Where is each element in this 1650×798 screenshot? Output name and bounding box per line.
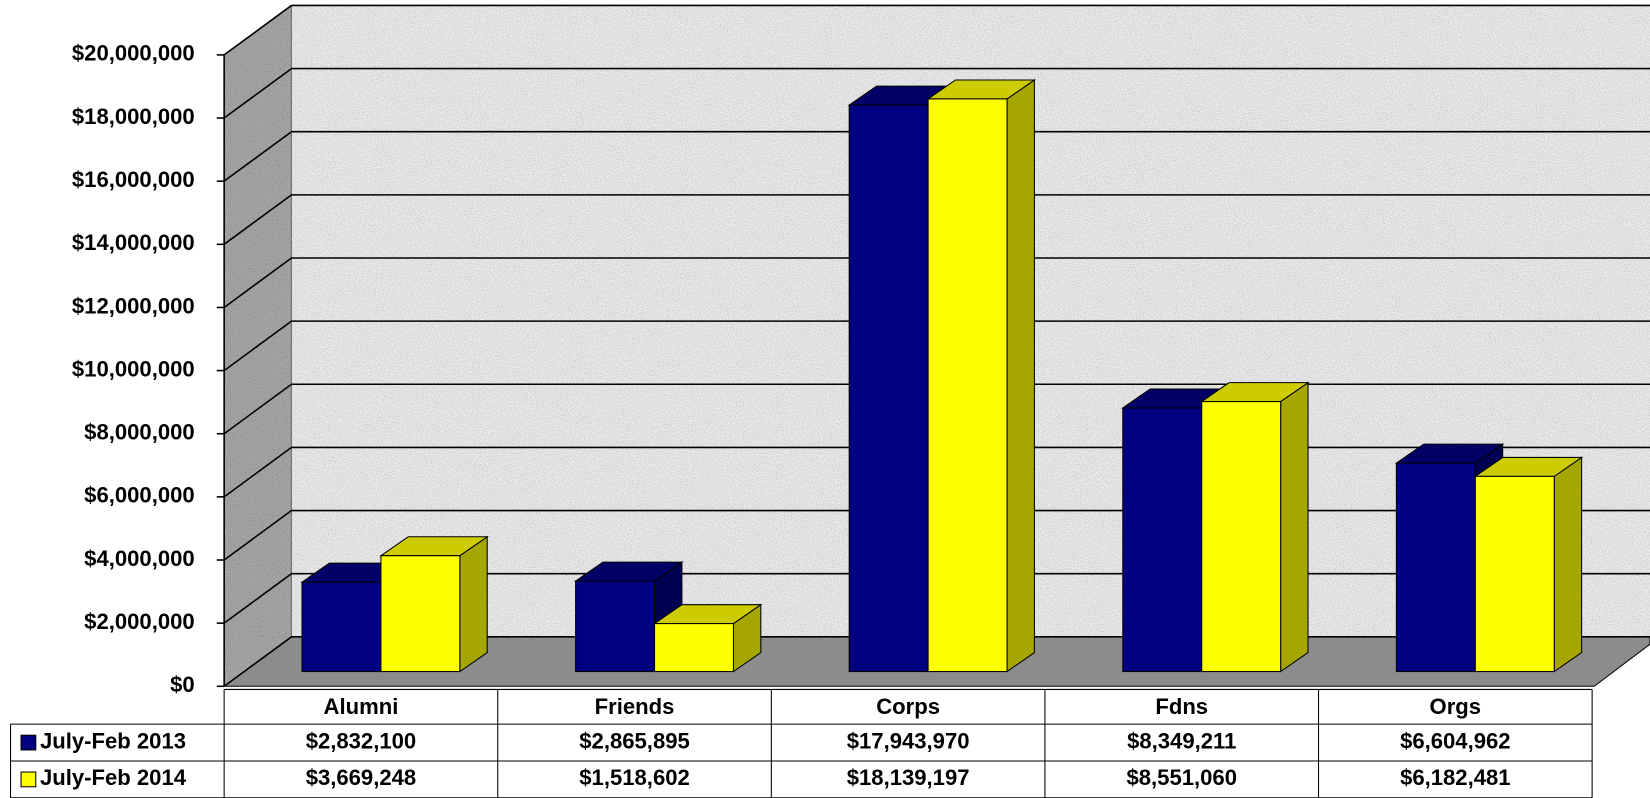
y-tick-label: $8,000,000 [84, 420, 195, 445]
y-tick-label: $12,000,000 [72, 293, 195, 318]
y-tick-label: $18,000,000 [72, 104, 195, 129]
table-value: $6,182,481 [1400, 765, 1511, 790]
grid: $0 $2,000,000 $4,000,000 $6,000,000 $8,000,0… [72, 4, 1650, 697]
data-table: Alumni Friends Corps Fdns Orgs July-Feb 2013 $… [9, 688, 1593, 798]
table-value: $6,604,962 [1400, 728, 1511, 753]
y-tick-label: $20,000,000 [72, 41, 195, 66]
x-tick-label: Corps [876, 694, 940, 719]
bar-side [1280, 381, 1309, 673]
y-tick-label: $0 [170, 672, 195, 697]
y-tick-label: $10,000,000 [72, 356, 195, 381]
bar [848, 104, 929, 673]
bars [300, 78, 1584, 673]
bar-side [459, 535, 488, 673]
table-value: $18,139,197 [847, 765, 970, 790]
legend-label: July-Feb 2014 [40, 765, 187, 790]
bar-side [1006, 78, 1035, 673]
table-value: $8,551,060 [1126, 765, 1237, 790]
grid-line [223, 383, 292, 435]
grid-line [223, 194, 292, 245]
grid-line [223, 320, 292, 372]
x-tick-label: Alumni [324, 694, 399, 719]
grid-line [223, 67, 292, 119]
grid-line [223, 573, 292, 624]
grid-line [223, 4, 292, 56]
bar [380, 555, 461, 673]
bar-side [1553, 456, 1583, 673]
table-value: $1,518,602 [579, 765, 690, 790]
bar [301, 581, 382, 673]
grid-line [223, 446, 292, 498]
bar [1201, 401, 1282, 673]
bar [1395, 462, 1476, 673]
y-tick-label: $14,000,000 [72, 230, 195, 255]
legend-label: July-Feb 2013 [40, 728, 186, 753]
bar [575, 580, 656, 673]
bar [927, 98, 1008, 673]
grid-line [223, 257, 292, 309]
x-tick-label: Friends [595, 694, 675, 719]
bar [1122, 407, 1203, 673]
table-value: $2,865,895 [579, 728, 690, 753]
table-value: $17,943,970 [847, 728, 970, 753]
y-tick-label: $4,000,000 [84, 546, 195, 571]
x-tick-label: Fdns [1155, 694, 1208, 719]
table-value: $8,349,211 [1127, 728, 1236, 753]
y-tick-label: $16,000,000 [72, 167, 195, 192]
legend-swatch [20, 771, 37, 788]
grid-line [223, 636, 292, 687]
y-tick-label: $2,000,000 [84, 609, 195, 634]
table-value: $2,832,100 [306, 728, 417, 753]
grid-line [223, 131, 292, 182]
table-value: $3,669,248 [306, 765, 417, 790]
x-tick-label: Orgs [1430, 694, 1482, 719]
bar [1474, 475, 1555, 673]
bar [654, 623, 734, 673]
legend-swatch [20, 734, 37, 751]
y-tick-label: $6,000,000 [84, 483, 195, 508]
grid-line [223, 509, 292, 561]
